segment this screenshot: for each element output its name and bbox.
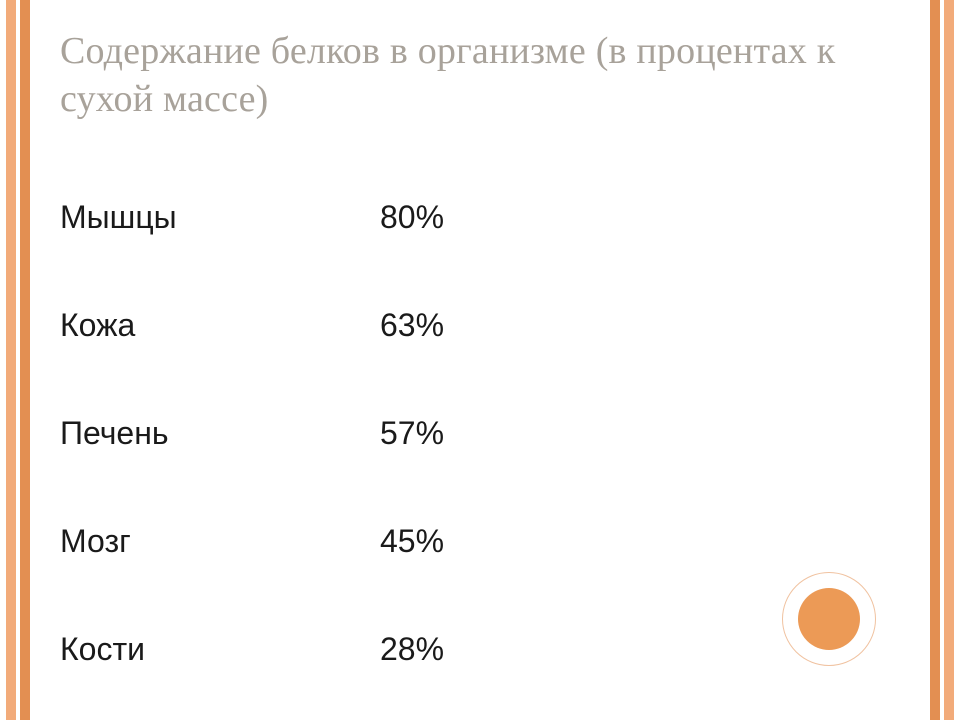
table-cell-value: 45% bbox=[380, 523, 900, 560]
left-stripe-2 bbox=[6, 0, 16, 720]
right-stripe-5 bbox=[924, 0, 930, 720]
slide: Содержание белков в организме (в процент… bbox=[0, 0, 960, 720]
table-cell-label: Кости bbox=[60, 631, 380, 668]
table-cell-label: Мышцы bbox=[60, 199, 380, 236]
slide-title: Содержание белков в организме (в процент… bbox=[60, 28, 900, 123]
table-row: Печень 57% bbox=[60, 379, 900, 487]
left-stripe-5 bbox=[30, 0, 36, 720]
right-stripe-1 bbox=[954, 0, 960, 720]
table-cell-value: 63% bbox=[380, 307, 900, 344]
protein-table: Мышцы 80% Кожа 63% Печень 57% Мозг 45% К… bbox=[60, 163, 900, 703]
table-row: Мышцы 80% bbox=[60, 163, 900, 271]
right-stripe-4 bbox=[930, 0, 940, 720]
content-area: Содержание белков в организме (в процент… bbox=[60, 28, 900, 720]
table-row: Кожа 63% bbox=[60, 271, 900, 379]
table-cell-value: 57% bbox=[380, 415, 900, 452]
table-cell-label: Мозг bbox=[60, 523, 380, 560]
table-cell-label: Кожа bbox=[60, 307, 380, 344]
table-cell-value: 80% bbox=[380, 199, 900, 236]
table-row: Мозг 45% bbox=[60, 487, 900, 595]
table-row: Кости 28% bbox=[60, 595, 900, 703]
ornament-circle-icon bbox=[798, 588, 860, 650]
left-stripe-4 bbox=[20, 0, 30, 720]
right-stripe-3 bbox=[940, 0, 944, 720]
right-stripe-2 bbox=[944, 0, 954, 720]
table-cell-label: Печень bbox=[60, 415, 380, 452]
